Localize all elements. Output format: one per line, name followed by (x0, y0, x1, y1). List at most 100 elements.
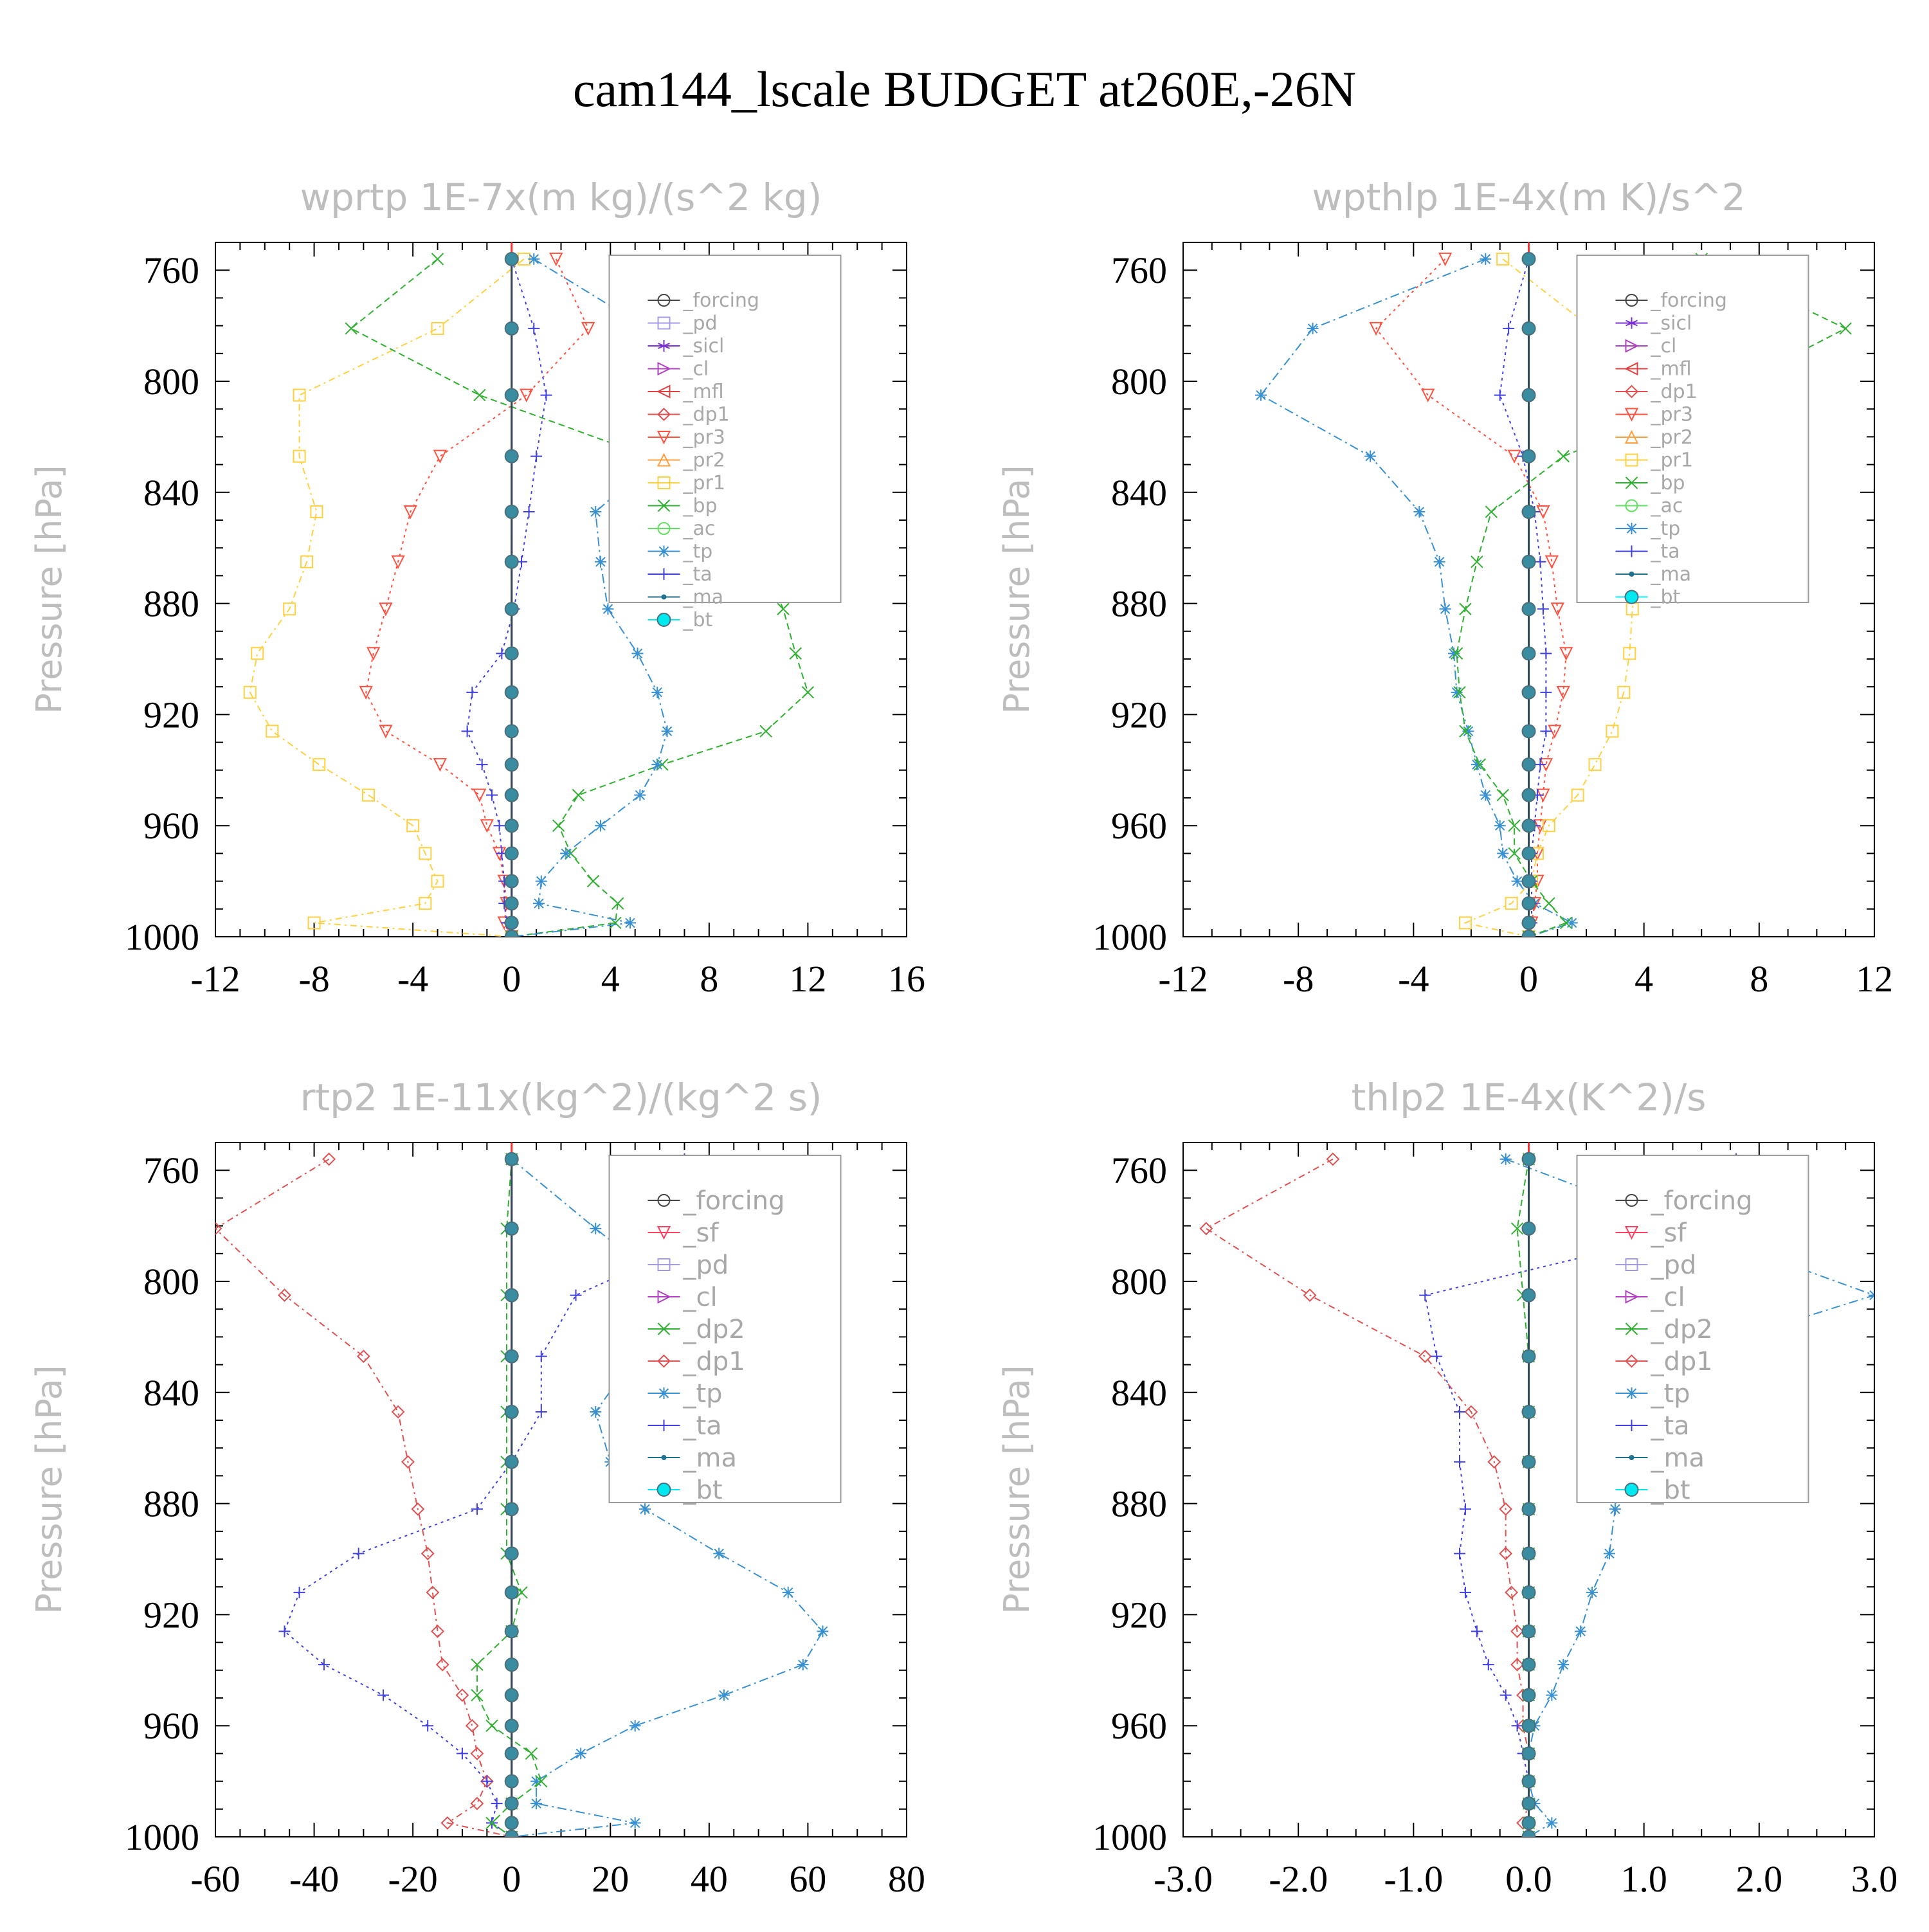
data-point (493, 820, 505, 832)
data-point (1537, 603, 1549, 615)
data-point (1521, 449, 1536, 464)
legend-label: _tp (683, 541, 713, 563)
legend-marker (661, 594, 667, 600)
data-point (1839, 322, 1852, 335)
data-point (456, 1747, 468, 1760)
panel-title: wpthlp 1E-4x(m K)/s^2 (1312, 176, 1745, 219)
data-point (1521, 1454, 1536, 1469)
x-tick-label: 3.0 (1851, 1858, 1898, 1900)
series-pr3 (1369, 252, 1573, 937)
data-point (1497, 847, 1509, 860)
data-point (1521, 1796, 1536, 1811)
y-tick-label: 800 (143, 1261, 199, 1303)
data-point (1451, 686, 1463, 698)
y-tick-label: 840 (143, 472, 199, 514)
data-point (283, 602, 296, 616)
legend-label: _dp1 (1651, 381, 1698, 403)
data-point (1503, 322, 1515, 334)
data-point (1521, 930, 1536, 937)
data-point (422, 1720, 434, 1732)
data-point (797, 1659, 809, 1671)
data-point (1521, 602, 1536, 617)
data-point (1521, 1774, 1536, 1789)
series-bt (1521, 1151, 1536, 1837)
data-point (491, 1798, 503, 1810)
legend-label: _bt (683, 609, 713, 631)
series-dp1 (1199, 1152, 1535, 1837)
series-ta (461, 253, 552, 937)
data-point (1431, 1350, 1443, 1362)
data-point (661, 725, 673, 737)
legend-marker (657, 476, 671, 489)
data-point (504, 554, 519, 569)
data-point (504, 1151, 519, 1166)
data-point (759, 725, 772, 738)
legend-marker (658, 340, 670, 352)
legend-marker (657, 431, 671, 445)
legend-marker (1624, 361, 1638, 376)
legend-marker (657, 1354, 671, 1368)
data-point (1540, 647, 1552, 660)
legend-label: _ma (1651, 1443, 1705, 1473)
legend-label: _dp1 (1651, 1347, 1713, 1377)
data-point (560, 847, 572, 860)
legend-marker (1629, 1455, 1635, 1460)
data-point (318, 1659, 330, 1671)
y-tick-label: 800 (1111, 1261, 1167, 1303)
data-point (504, 1719, 519, 1733)
data-point (1575, 1625, 1587, 1638)
data-point (1326, 1152, 1340, 1166)
data-point (293, 1586, 305, 1598)
data-point (401, 1455, 415, 1469)
data-point (1454, 1406, 1465, 1418)
x-tick-label: 4 (601, 958, 620, 1000)
data-point (266, 725, 279, 738)
data-point (1480, 789, 1492, 801)
data-point (426, 1585, 440, 1600)
legend: _forcing_pd_sicl_cl_mfl_dp1_pr3_pr2_pr1_… (648, 289, 759, 631)
data-point (504, 251, 519, 266)
data-point (310, 505, 323, 519)
data-point (504, 788, 519, 802)
data-point (504, 1816, 519, 1830)
data-point (1450, 647, 1463, 660)
data-point (476, 759, 488, 771)
data-point (356, 1350, 370, 1364)
x-tick-label: 12 (1856, 958, 1893, 1000)
legend-marker (657, 1483, 671, 1497)
legend-marker (661, 1455, 667, 1460)
data-point (504, 1688, 519, 1702)
data-point (251, 647, 264, 660)
data-point (504, 602, 519, 617)
data-point (1521, 896, 1536, 911)
data-point (471, 1658, 484, 1671)
legend-label: _pr1 (1651, 449, 1693, 472)
legend-label: _tp (683, 1379, 723, 1409)
data-point (1521, 788, 1536, 802)
data-point (718, 1689, 730, 1701)
data-point (406, 819, 420, 833)
data-point (520, 388, 534, 402)
legend-label: _ma (683, 586, 724, 609)
x-tick-label: 80 (888, 1858, 925, 1900)
data-point (530, 450, 543, 462)
data-point (293, 449, 306, 463)
data-point (1521, 505, 1536, 519)
data-point (1550, 602, 1564, 617)
legend-marker (1625, 1194, 1638, 1207)
data-point (1471, 1625, 1483, 1638)
x-tick-label: -8 (1283, 958, 1314, 1000)
data-point (504, 1657, 519, 1672)
y-tick-label: 920 (1111, 694, 1167, 736)
legend-marker (657, 384, 671, 399)
data-point (1508, 847, 1521, 860)
data-point (300, 555, 314, 568)
data-point (431, 1624, 444, 1638)
x-tick-label: 0 (502, 1858, 521, 1900)
data-point (552, 819, 565, 832)
data-point (1521, 1830, 1536, 1837)
legend-label: _dp1 (683, 404, 730, 426)
data-point (278, 1625, 291, 1638)
data-point (590, 506, 602, 518)
